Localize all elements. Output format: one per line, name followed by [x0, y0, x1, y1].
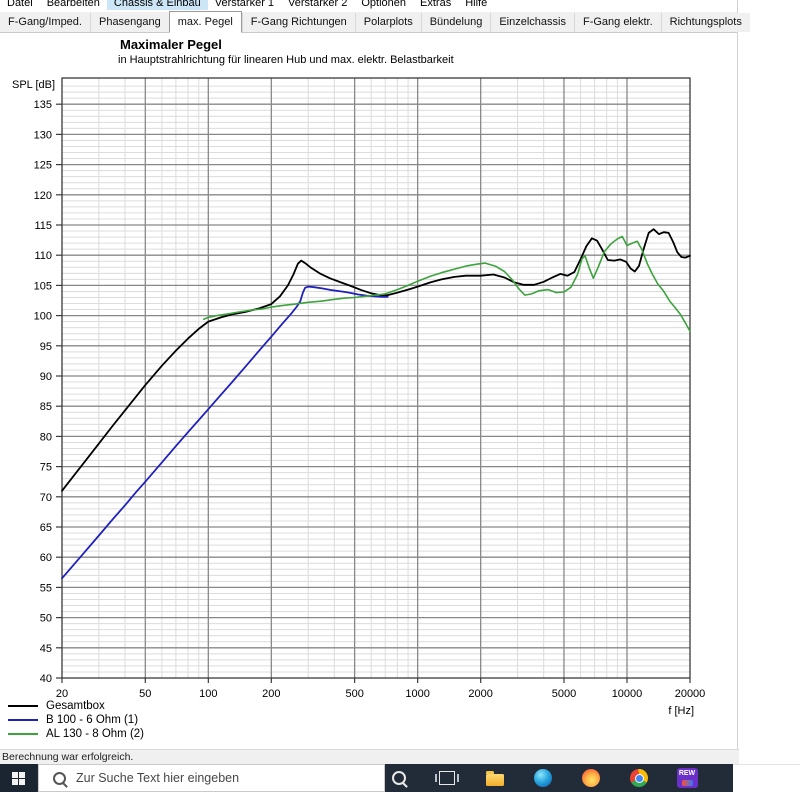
- rew-app-button[interactable]: REW: [676, 767, 698, 789]
- start-button[interactable]: [0, 764, 37, 792]
- folder-icon: [486, 770, 504, 786]
- menu-item-chassis-einbau[interactable]: Chassis & Einbau: [106, 0, 208, 10]
- svg-text:80: 80: [40, 431, 52, 443]
- svg-text:20000: 20000: [675, 688, 706, 700]
- task-view-button[interactable]: [435, 767, 459, 789]
- menu-item-hilfe[interactable]: Hilfe: [465, 0, 488, 9]
- tab-f-gang-elektr[interactable]: F-Gang elektr.: [573, 13, 661, 32]
- spl-chart: 20 50 100 200 500 1000 2000 5000 10000 20000 135 13…: [12, 77, 706, 717]
- svg-text:20: 20: [56, 688, 68, 700]
- tab-bar: F-Gang/Imped. Phasengang max. Pegel F-Gang …: [0, 11, 750, 33]
- svg-text:500: 500: [345, 688, 363, 700]
- status-text: Berechnung war erfolgreich.: [2, 751, 134, 763]
- svg-text:60: 60: [40, 552, 52, 564]
- svg-text:105: 105: [34, 280, 52, 292]
- edge-browser-icon: [534, 769, 552, 787]
- svg-text:10000: 10000: [612, 688, 643, 700]
- legend-label: AL 130 - 8 Ohm (2): [46, 728, 145, 740]
- tab-max-pegel[interactable]: max. Pegel: [168, 11, 242, 33]
- legend-line-sample: [8, 705, 38, 707]
- legend-item-al-130-8-ohm-2: AL 130 - 8 Ohm (2): [8, 727, 144, 741]
- menu-item-verstärker-2[interactable]: Verstärker 2: [288, 0, 348, 9]
- svg-text:50: 50: [139, 688, 151, 700]
- svg-text:70: 70: [40, 492, 52, 504]
- svg-text:2000: 2000: [468, 688, 492, 700]
- legend-line-sample: [8, 733, 38, 735]
- svg-text:90: 90: [40, 371, 52, 383]
- svg-text:55: 55: [40, 582, 52, 594]
- tab-richtungsplots[interactable]: Richtungsplots: [660, 13, 750, 32]
- taskbar-right-gap: [733, 764, 800, 792]
- svg-text:f [Hz]: f [Hz]: [668, 705, 694, 717]
- rew-app-icon: REW: [676, 768, 698, 788]
- tab-f-gang-richtungen[interactable]: F-Gang Richtungen: [241, 13, 355, 32]
- taskbar-search-input[interactable]: Zur Suche Text hier eingeben: [38, 764, 385, 792]
- svg-text:1000: 1000: [405, 688, 429, 700]
- page-subtitle: in Hauptstrahlrichtung für linearen Hub …: [118, 54, 454, 66]
- search-icon: [392, 771, 406, 785]
- tab-bündelung[interactable]: Bündelung: [420, 13, 491, 32]
- file-explorer-button[interactable]: [484, 767, 506, 789]
- svg-text:100: 100: [199, 688, 217, 700]
- chrome-icon: [630, 769, 648, 787]
- svg-text:135: 135: [34, 99, 52, 111]
- curve-b-100-6-ohm-1: [61, 285, 389, 580]
- task-view-icon: [435, 771, 459, 785]
- app-window: Datei Bearbeiten Chassis & Einbau Verstärke…: [0, 0, 750, 765]
- svg-text:95: 95: [40, 341, 52, 353]
- legend-item-b-100-6-ohm-1: B 100 - 6 Ohm (1): [8, 713, 144, 727]
- menu-item-bearbeiten[interactable]: Bearbeiten: [46, 0, 100, 9]
- svg-text:115: 115: [34, 220, 52, 232]
- windows-logo-icon: [12, 771, 25, 785]
- chrome-button[interactable]: [628, 767, 650, 789]
- edge-button[interactable]: [532, 767, 554, 789]
- svg-text:40: 40: [40, 673, 52, 685]
- taskbar-search-button[interactable]: [388, 767, 410, 789]
- tab-f-gang-imped[interactable]: F-Gang/Imped.: [0, 13, 90, 32]
- curve-al-130-8-ohm-2: [202, 235, 691, 333]
- svg-text:130: 130: [34, 129, 52, 141]
- svg-text:65: 65: [40, 522, 52, 534]
- search-placeholder: Zur Suche Text hier eingeben: [76, 771, 240, 785]
- menu-item-datei[interactable]: Datei: [7, 0, 33, 9]
- svg-text:200: 200: [262, 688, 280, 700]
- legend-label: Gesamtbox: [46, 700, 105, 712]
- svg-text:100: 100: [34, 311, 52, 323]
- menu-bar-items: Datei Bearbeiten Chassis & Einbau Verstärke…: [0, 0, 737, 10]
- page-title: Maximaler Pegel: [120, 37, 222, 52]
- svg-text:125: 125: [34, 160, 52, 172]
- legend-label: B 100 - 6 Ohm (1): [46, 714, 139, 726]
- svg-text:85: 85: [40, 401, 52, 413]
- status-bar: Berechnung war erfolgreich.: [0, 749, 739, 765]
- legend-item-gesamtbox: Gesamtbox: [8, 699, 144, 713]
- svg-text:120: 120: [34, 190, 52, 202]
- tab-einzelchassis[interactable]: Einzelchassis: [490, 13, 574, 32]
- legend-line-sample: [8, 719, 38, 721]
- menu-item-verstärker-1[interactable]: Verstärker 1: [214, 0, 275, 9]
- menu-item-extras[interactable]: Extras: [420, 0, 452, 9]
- chart-legend: Gesamtbox B 100 - 6 Ohm (1) AL 130 - 8 Ohm…: [8, 699, 144, 741]
- taskbar: Zur Suche Text hier eingeben REW: [0, 764, 733, 792]
- svg-text:5000: 5000: [552, 688, 576, 700]
- menu-item-optionen[interactable]: Optionen: [361, 0, 407, 9]
- menu-bar: Datei Bearbeiten Chassis & Einbau Verstärke…: [0, 0, 737, 10]
- svg-text:50: 50: [40, 613, 52, 625]
- svg-text:45: 45: [40, 643, 52, 655]
- tab-phasengang[interactable]: Phasengang: [89, 13, 169, 32]
- firefox-icon: [582, 769, 600, 787]
- svg-text:SPL [dB]: SPL [dB]: [12, 79, 55, 91]
- svg-text:110: 110: [34, 250, 52, 262]
- search-icon: [53, 771, 66, 785]
- firefox-button[interactable]: [580, 767, 602, 789]
- taskbar-icons: REW: [388, 764, 698, 792]
- svg-text:75: 75: [40, 462, 52, 474]
- tab-polarplots[interactable]: Polarplots: [354, 13, 421, 32]
- curve-gesamtbox: [61, 228, 691, 492]
